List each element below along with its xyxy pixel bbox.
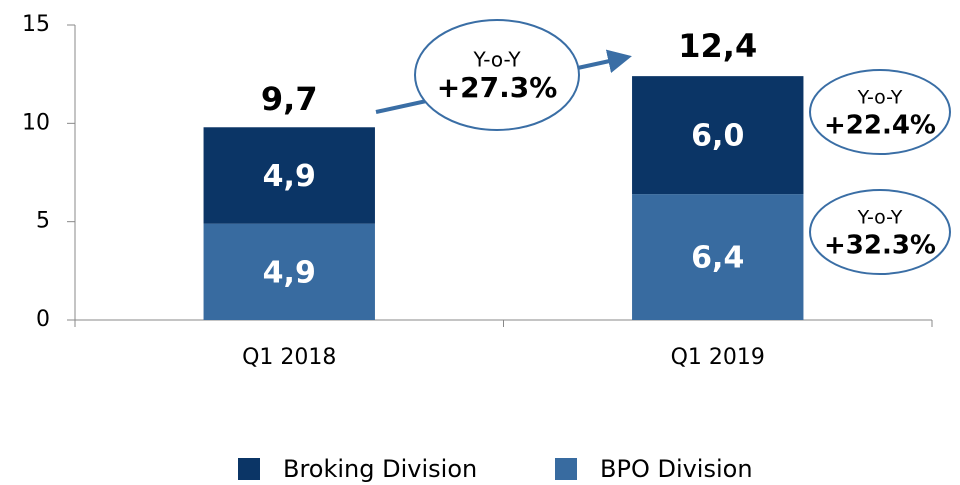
x-tick-label: Q1 2019 — [671, 345, 765, 370]
y-tick-label: 15 — [22, 12, 50, 37]
bar-segment — [632, 76, 804, 195]
bar-label: 4,9 — [263, 159, 316, 194]
bar-segment — [632, 194, 804, 320]
bar-label: 6,4 — [691, 241, 744, 276]
y-tick-label: 0 — [36, 307, 50, 332]
annotation-label: Y-o-Y — [472, 48, 521, 72]
annotation-bubble — [809, 69, 951, 155]
bar-segment — [203, 223, 375, 320]
legend-label: Broking Division — [283, 455, 477, 483]
legend-label: BPO Division — [600, 455, 753, 483]
annotation-bubble — [809, 189, 951, 275]
bar-label: 4,9 — [263, 255, 316, 290]
total-label: 12,4 — [678, 27, 757, 65]
bar-segment — [203, 127, 375, 224]
y-tick-label: 5 — [36, 209, 50, 234]
annotation-bubble — [414, 19, 580, 131]
x-tick-label: Q1 2018 — [242, 345, 336, 370]
annotation-text: +22.4% — [824, 111, 936, 141]
annotation-label: Y-o-Y — [857, 87, 903, 109]
annotation-text: +32.3% — [824, 231, 936, 261]
legend-swatch — [238, 458, 260, 480]
y-tick-label: 10 — [22, 110, 50, 135]
annotation-label: Y-o-Y — [857, 207, 903, 229]
annotation-text: +27.3% — [437, 71, 558, 104]
bar-label: 6,0 — [691, 119, 744, 154]
total-label: 9,7 — [261, 80, 318, 118]
legend-swatch — [555, 458, 577, 480]
